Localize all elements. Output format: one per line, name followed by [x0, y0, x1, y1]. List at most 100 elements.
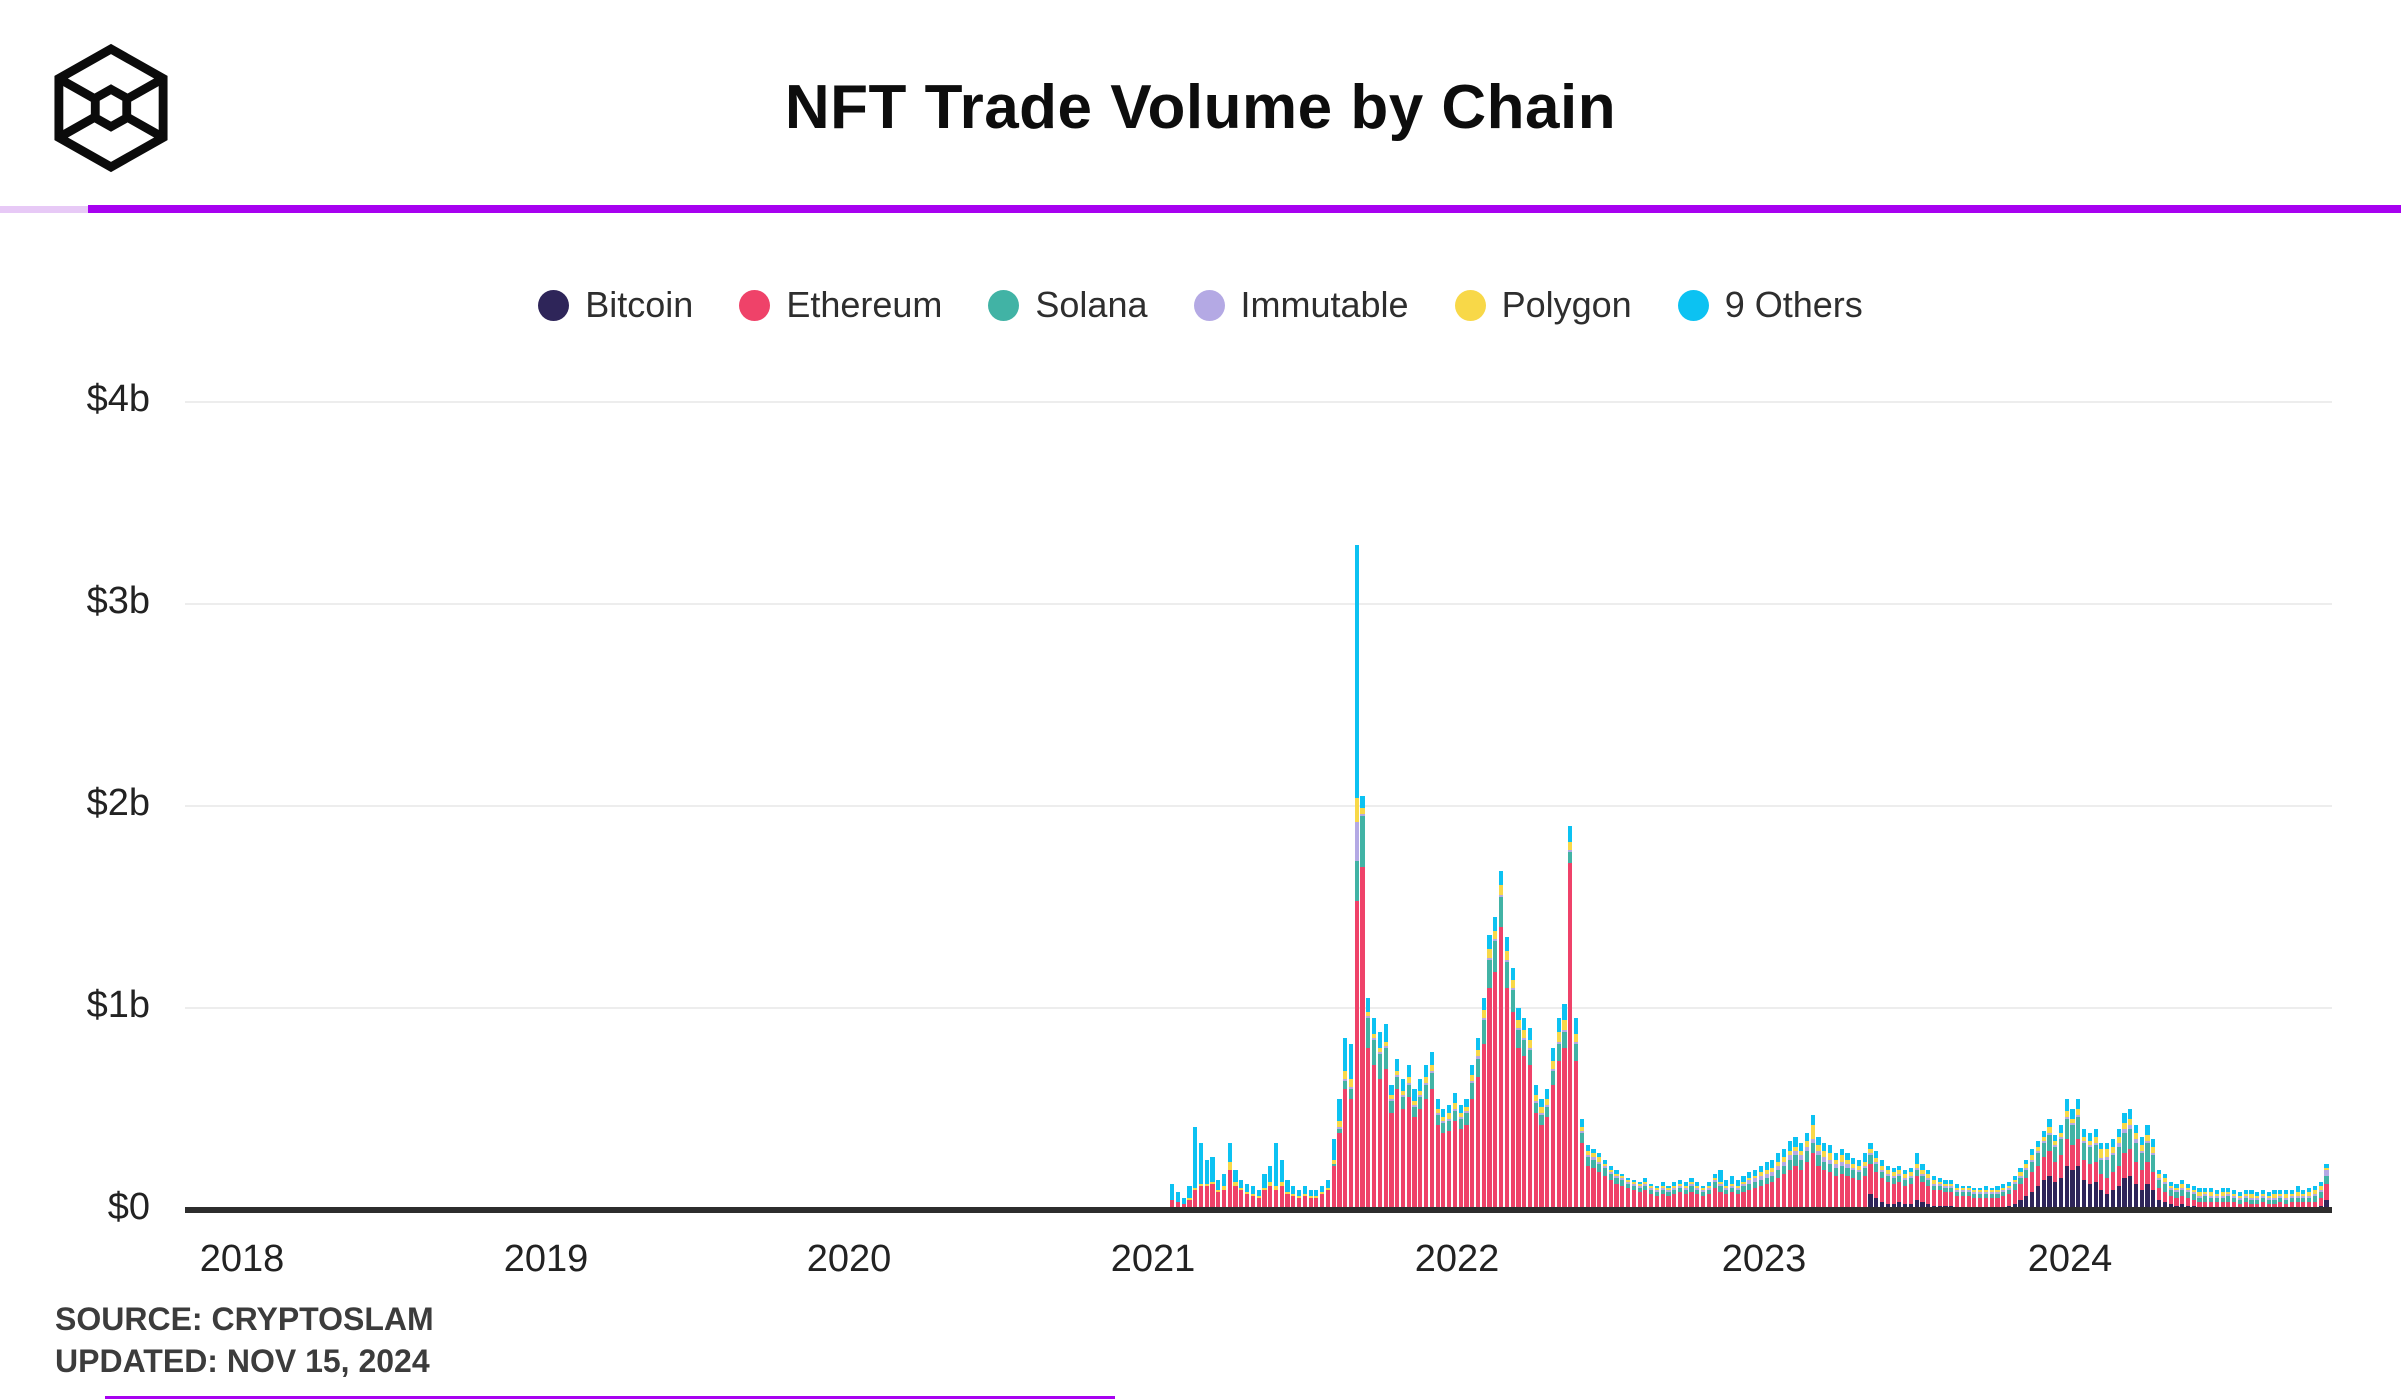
- bar-segment-9-others: [2191, 1185, 2196, 1190]
- bar-segment-9-others: [1308, 1189, 1313, 1196]
- bar-segment-immutable: [1810, 1139, 1815, 1144]
- bar-week-4: [1193, 1127, 1198, 1210]
- bar-week-105: [1776, 1153, 1781, 1210]
- bar-segment-solana: [1354, 860, 1359, 901]
- bar-week-162: [2105, 1143, 2110, 1210]
- bar-segment-solana: [2035, 1153, 2040, 1166]
- bar-segment-polygon: [1741, 1181, 1746, 1184]
- chart-title: NFT Trade Volume by Chain: [784, 73, 1617, 142]
- bar-segment-solana: [1891, 1177, 1896, 1184]
- bar-segment-ethereum: [2035, 1165, 2040, 1186]
- bar-segment-ethereum: [1204, 1185, 1209, 1210]
- logo-cube-icon: [54, 43, 168, 173]
- bar-week-0: [1170, 1183, 1175, 1210]
- bar-segment-9-others: [1677, 1179, 1683, 1184]
- bar-segment-immutable: [1908, 1175, 1913, 1178]
- x-tick-label: 2024: [2027, 1238, 2113, 1280]
- bar-segment-immutable: [1510, 987, 1515, 990]
- bar-segment-polygon: [1221, 1185, 1227, 1190]
- bar-segment-bitcoin: [2064, 1165, 2069, 1210]
- bar-segment-immutable: [1481, 1018, 1486, 1021]
- bar-segment-9-others: [1216, 1179, 1221, 1190]
- bar-segment-9-others: [2128, 1109, 2133, 1120]
- bar-segment-ethereum: [1245, 1193, 1250, 1210]
- bar-week-128: [1908, 1167, 1913, 1210]
- bar-segment-9-others: [2226, 1187, 2231, 1192]
- bar-segment-immutable: [1400, 1094, 1406, 1097]
- bar-segment-ethereum: [2295, 1201, 2300, 1208]
- bar-segment-immutable: [1735, 1187, 1740, 1190]
- bar-segment-9-others: [1822, 1143, 1827, 1152]
- bar-segment-9-others: [2093, 1129, 2098, 1138]
- bar-week-168: [2139, 1137, 2144, 1210]
- bar-segment-9-others: [2157, 1169, 2162, 1174]
- bar-segment-solana: [1533, 1102, 1538, 1114]
- bar-week-163: [2110, 1139, 2116, 1210]
- bar-segment-solana: [2180, 1189, 2185, 1196]
- bar-segment-immutable: [1966, 1189, 1971, 1192]
- bar-segment-9-others: [1527, 1028, 1533, 1041]
- bar-segment-9-others: [1735, 1179, 1740, 1186]
- bar-segment-solana: [1464, 1113, 1469, 1126]
- bar-segment-polygon: [2012, 1179, 2017, 1182]
- bar-segment-solana: [2110, 1155, 2116, 1172]
- bar-segment-solana: [1331, 1163, 1336, 1166]
- bar-week-54: [1481, 997, 1486, 1210]
- bar-segment-solana: [1735, 1189, 1740, 1194]
- bar-segment-solana: [1458, 1119, 1463, 1130]
- bar-week-37: [1383, 1024, 1388, 1210]
- bar-segment-ethereum: [1701, 1195, 1706, 1210]
- bar-segment-solana: [2312, 1195, 2318, 1202]
- bar-segment-immutable: [1464, 1111, 1469, 1114]
- bar-segment-ethereum: [1879, 1177, 1885, 1202]
- bar-segment-polygon: [1256, 1195, 1261, 1198]
- bar-segment-polygon: [1706, 1185, 1711, 1188]
- bar-segment-9-others: [1625, 1177, 1631, 1180]
- legend-item-9-others[interactable]: 9 Others: [1677, 284, 1863, 326]
- legend-item-solana[interactable]: Solana: [988, 284, 1148, 326]
- bar-segment-solana: [1400, 1096, 1406, 1109]
- bar-segment-immutable: [1822, 1157, 1827, 1162]
- bar-segment-9-others: [2220, 1187, 2225, 1192]
- bar-segment-ethereum: [1579, 1143, 1584, 1210]
- bar-segment-9-others: [2272, 1189, 2277, 1194]
- bar-segment-solana: [2139, 1153, 2144, 1170]
- bar-segment-ethereum: [1729, 1191, 1735, 1210]
- bar-segment-solana: [1776, 1169, 1781, 1178]
- bar-segment-ethereum: [1908, 1183, 1913, 1204]
- bar-segment-ethereum: [2289, 1201, 2294, 1208]
- bar-segment-9-others: [2053, 1135, 2058, 1142]
- legend-item-ethereum[interactable]: Ethereum: [739, 284, 942, 326]
- bar-segment-polygon: [2047, 1127, 2052, 1134]
- bar-segment-9-others: [1851, 1157, 1856, 1164]
- bar-segment-polygon: [1891, 1171, 1896, 1176]
- bar-segment-solana: [2324, 1175, 2329, 1184]
- legend-item-bitcoin[interactable]: Bitcoin: [538, 284, 693, 326]
- bar-segment-solana: [1654, 1191, 1660, 1196]
- bar-segment-polygon: [2168, 1185, 2173, 1188]
- bar-segment-9-others: [1337, 1098, 1342, 1122]
- bar-segment-immutable: [1793, 1151, 1798, 1156]
- bar-week-165: [2122, 1113, 2127, 1210]
- legend-swatch-icon: [1454, 289, 1486, 321]
- bar-segment-immutable: [2116, 1143, 2121, 1148]
- legend-item-polygon[interactable]: Polygon: [1454, 284, 1632, 326]
- bar-segment-immutable: [2289, 1195, 2294, 1198]
- bar-segment-9-others: [1602, 1159, 1608, 1164]
- legend-label: Bitcoin: [585, 284, 694, 325]
- bar-segment-9-others: [1296, 1189, 1302, 1196]
- bar-segment-9-others: [2185, 1183, 2191, 1188]
- x-tick-label: 2022: [1414, 1238, 1500, 1280]
- bar-segment-polygon: [2162, 1177, 2167, 1182]
- bar-segment-ethereum: [1527, 1064, 1533, 1210]
- bar-segment-9-others: [2030, 1149, 2035, 1156]
- bar-segment-9-others: [1198, 1143, 1204, 1184]
- bar-segment-ethereum: [1273, 1189, 1279, 1210]
- bar-week-43: [1418, 1078, 1423, 1210]
- bar-week-91: [1695, 1181, 1700, 1210]
- legend-item-immutable[interactable]: Immutable: [1193, 284, 1409, 326]
- bar-segment-bitcoin: [2139, 1189, 2144, 1210]
- bar-week-53: [1475, 1038, 1481, 1210]
- bar-segment-ethereum: [1181, 1203, 1186, 1210]
- bar-segment-immutable: [1591, 1157, 1596, 1160]
